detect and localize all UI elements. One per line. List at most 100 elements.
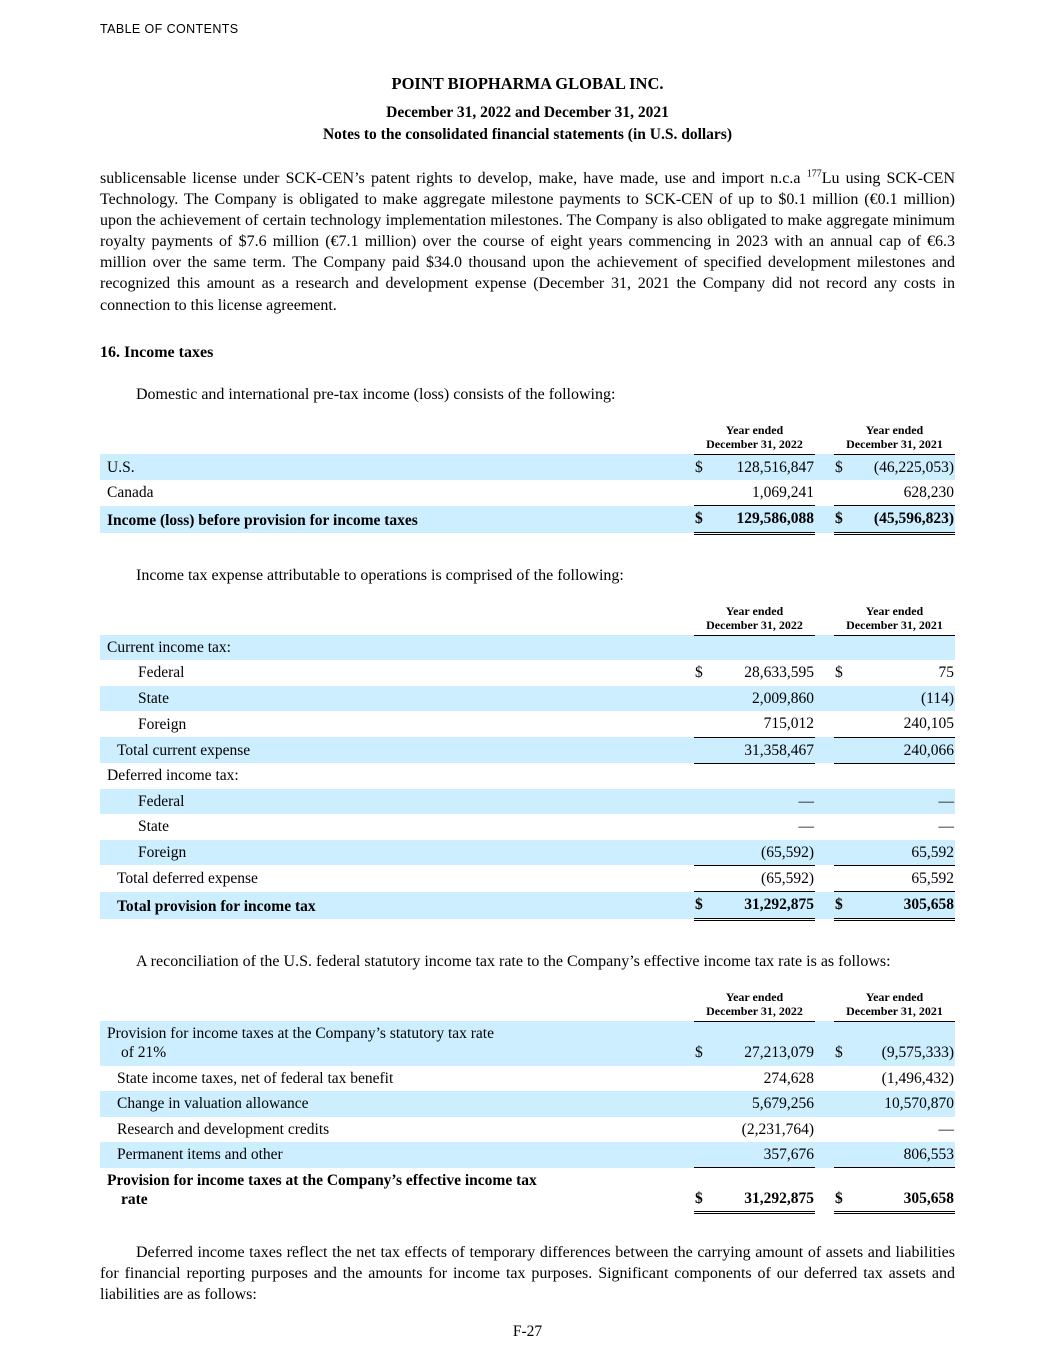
row-label: State income taxes, net of federal tax b… [117,1069,394,1087]
amount-cell: (65,592) [715,865,815,893]
column-gap [815,814,834,839]
currency-symbol-cell [834,1117,855,1142]
currency-symbol-cell [834,789,855,814]
isotope-superscript: 177 [806,168,822,180]
currency-symbol-cell: $ [835,664,843,682]
column-gap [815,604,834,635]
amount-cell [715,635,815,660]
row-label: Federal [138,792,185,810]
tax-expense-table: Year ended December 31, 2022 Year ended Dec… [100,603,955,921]
amount-cell: 1,069,241 [715,479,815,507]
amount-cell [855,635,955,660]
notes-subtitle: Notes to the consolidated financial stat… [322,125,733,143]
amount-cell: 806,553 [855,1141,955,1169]
column-gap [815,686,834,711]
currency-symbol-cell: $ [694,505,715,535]
column-gap [815,480,834,506]
currency-symbol-cell [834,737,855,764]
table-row: Total provision for income tax $31,292,87… [100,891,955,921]
column-gap [815,1168,834,1213]
currency-symbol-cell [694,635,715,660]
table-row: Deferred income tax: [100,763,955,788]
company-title: POINT BIOPHARMA GLOBAL INC. [391,74,664,93]
year-column-header: Year ended December 31, 2022 [694,422,815,455]
table-row: Canada 1,069,241 628,230 [100,479,955,507]
currency-symbol-cell [834,1141,855,1169]
currency-symbol-cell: $ [834,891,855,921]
currency-symbol-cell [694,1066,715,1091]
row-label: Provision for income taxes at the Compan… [107,1171,537,1209]
column-gap [815,789,834,814]
year-column-header: Year ended December 31, 2022 [694,989,815,1022]
column-gap [815,840,834,866]
license-paragraph: sublicensable license under SCK-CEN’s pa… [100,168,955,316]
currency-symbol-cell [834,839,855,866]
page-number: F-27 [512,1323,543,1340]
table-of-contents-link[interactable]: TABLE OF CONTENTS [100,22,239,36]
amount-cell: 129,586,088 [715,505,815,535]
row-label: Total provision for income tax [117,897,316,915]
rate-reconciliation-intro: A reconciliation of the U.S. federal sta… [136,952,891,970]
deferred-taxes-paragraph: Deferred income taxes reflect the net ta… [100,1244,955,1304]
amount-cell: 305,658 [855,891,955,921]
table-row: Current income tax: [100,635,955,661]
currency-symbol-cell: $ [695,664,703,682]
column-gap [815,660,834,685]
amount-cell: (45,596,823) [855,505,955,535]
currency-symbol-cell [694,686,715,711]
column-gap [815,506,834,533]
amount-cell: — [798,818,815,836]
currency-symbol-cell: $ [694,891,715,921]
column-gap [815,711,834,737]
amount-cell: — [938,1120,955,1138]
currency-symbol-cell [694,711,715,738]
amount-cell [855,763,955,788]
currency-symbol-cell [694,865,715,893]
currency-symbol-cell: $ [695,1044,703,1062]
column-gap [815,1066,834,1091]
table-row: Foreign (65,592) 65,592 [100,839,955,866]
amount-cell: 128,516,847 [736,458,815,476]
currency-symbol-cell: $ [835,1044,843,1062]
row-label: Permanent items and other [117,1146,283,1164]
table-row: Provision for income taxes at the Compan… [100,1021,955,1066]
amount-cell: 357,676 [715,1141,815,1169]
table-header-row: Year ended December 31, 2022 Year ended Dec… [100,422,955,455]
amount-cell: 274,628 [763,1069,814,1087]
table-row: State income taxes, net of federal tax b… [100,1066,955,1091]
currency-symbol-cell [834,686,855,711]
label-column-header [100,990,694,1021]
pretax-income-table: Year ended December 31, 2022 Year ended Dec… [100,422,955,535]
amount-cell: (1,496,432) [881,1069,954,1087]
amount-cell: 31,358,467 [715,737,815,764]
license-paragraph-pre: sublicensable license under SCK-CEN’s pa… [100,169,807,187]
amount-cell: 240,066 [855,737,955,764]
currency-symbol-cell [694,737,715,764]
amount-cell: — [938,818,955,836]
row-label: U.S. [107,458,135,476]
amount-cell: 31,292,875 [715,1167,815,1215]
amount-cell [715,763,815,788]
currency-symbol-cell [694,789,715,814]
currency-symbol-cell [694,479,715,507]
amount-cell: — [798,792,815,810]
section-heading-income-taxes: 16. Income taxes [100,343,214,361]
currency-symbol-cell [834,635,855,660]
column-gap [815,1117,834,1142]
table-row: Federal — — [100,788,955,815]
amount-cell: 240,105 [855,711,955,738]
amount-cell: 65,592 [855,839,955,866]
year-column-header: Year ended December 31, 2021 [834,989,955,1022]
currency-symbol-cell [694,814,715,839]
row-label: Research and development credits [117,1120,330,1138]
column-gap [815,1142,834,1168]
row-label: Change in valuation allowance [117,1095,309,1113]
table-row: Foreign 715,012 240,105 [100,711,955,738]
row-label: Income (loss) before provision for incom… [107,511,418,529]
year-column-header: Year ended December 31, 2021 [834,603,955,636]
table-header-row: Year ended December 31, 2022 Year ended Dec… [100,603,955,636]
amount-cell: 628,230 [855,479,955,507]
document-header: POINT BIOPHARMA GLOBAL INC. December 31,… [100,74,955,146]
column-gap [815,454,834,480]
table-row: U.S. $128,516,847 $ (46,225,053) [100,454,955,480]
